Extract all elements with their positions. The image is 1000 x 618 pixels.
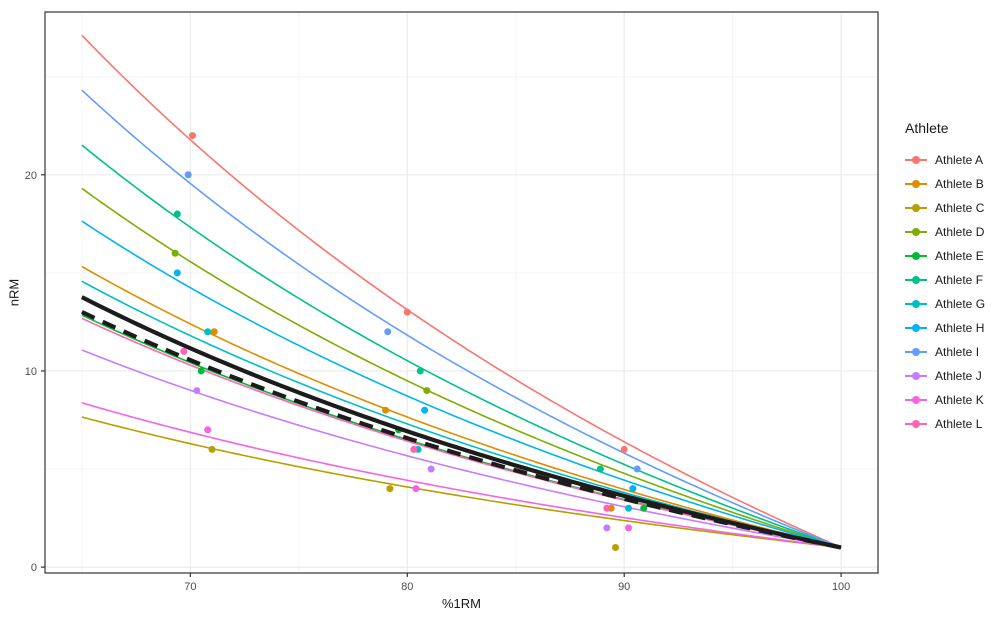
legend-entry-athlete-h: Athlete H <box>905 316 1000 340</box>
panel-background <box>45 12 878 573</box>
point-athlete-l <box>603 504 611 512</box>
legend-label: Athlete B <box>935 177 984 191</box>
legend-label: Athlete J <box>935 369 982 383</box>
legend-title: Athlete <box>905 120 949 136</box>
point-athlete-i <box>633 465 641 473</box>
point-athlete-j <box>427 465 435 473</box>
point-athlete-i <box>384 328 392 336</box>
legend-key-icon <box>905 417 927 431</box>
point-athlete-a <box>189 132 197 140</box>
curve-athlete-j <box>81 349 842 549</box>
legend-key-icon <box>905 201 927 215</box>
legend-label: Athlete A <box>935 153 984 167</box>
legend-key-icon <box>905 153 927 167</box>
point-athlete-k <box>412 485 420 493</box>
legend-key-icon <box>905 321 927 335</box>
point-athlete-e <box>197 367 205 375</box>
point-athlete-k <box>204 426 212 434</box>
legend-key-icon <box>905 249 927 263</box>
point-athlete-a <box>620 445 628 453</box>
legend-entry-athlete-k: Athlete K <box>905 388 1000 412</box>
group-mean-dashed-curve <box>80 310 842 550</box>
legend-entry-athlete-g: Athlete G <box>905 292 1000 316</box>
point-athlete-g <box>204 328 212 336</box>
point-athlete-h <box>629 485 637 493</box>
legend-entry-athlete-l: Athlete L <box>905 412 1000 436</box>
point-athlete-e <box>640 504 648 512</box>
point-athlete-l <box>180 347 188 355</box>
curve-athlete-h <box>81 220 842 549</box>
x-tick-label: 90 <box>618 581 630 593</box>
legend-key-icon <box>905 297 927 311</box>
point-athlete-h <box>421 406 429 414</box>
legend-label: Athlete G <box>935 297 986 311</box>
point-athlete-b <box>210 328 218 336</box>
legend-label: Athlete F <box>935 273 984 287</box>
legend-label: Athlete D <box>935 225 985 239</box>
legend-entry-athlete-e: Athlete E <box>905 244 1000 268</box>
legend-entry-athlete-b: Athlete B <box>905 172 1000 196</box>
legend-key-icon <box>905 345 927 359</box>
curve-athlete-k <box>81 402 842 549</box>
legend-key-icon <box>905 369 927 383</box>
curve-athlete-f <box>81 144 842 549</box>
legend-label: Athlete I <box>935 345 980 359</box>
legend-entry-athlete-f: Athlete F <box>905 268 1000 292</box>
point-athlete-c <box>208 445 216 453</box>
point-athlete-f <box>173 210 181 218</box>
legend-entry-athlete-j: Athlete J <box>905 364 1000 388</box>
legend-label: Athlete L <box>935 417 983 431</box>
curve-athlete-d <box>81 187 842 549</box>
panel-border <box>44 11 879 574</box>
point-athlete-b <box>382 406 390 414</box>
point-athlete-d <box>423 387 431 395</box>
point-athlete-c <box>386 485 394 493</box>
legend-entries: Athlete A Athlete B Athlete C Athlete D Athl… <box>905 148 1000 436</box>
curve-athlete-c <box>81 416 842 549</box>
point-athlete-g <box>625 504 633 512</box>
legend-entry-athlete-d: Athlete D <box>905 220 1000 244</box>
point-athlete-j <box>603 524 611 532</box>
point-athlete-j <box>193 387 201 395</box>
x-tick-label: 80 <box>401 581 413 593</box>
legend-key-icon <box>905 393 927 407</box>
legend-label: Athlete K <box>935 393 984 407</box>
x-tick-label: 100 <box>832 581 850 593</box>
point-athlete-f <box>596 465 604 473</box>
point-athlete-h <box>173 269 181 277</box>
legend-key-icon <box>905 177 927 191</box>
point-athlete-f <box>416 367 424 375</box>
curve-athlete-a <box>81 34 842 549</box>
x-axis-title: %1RM <box>441 596 481 611</box>
point-athlete-l <box>410 445 418 453</box>
point-athlete-c <box>612 544 620 551</box>
point-athlete-a <box>403 308 411 316</box>
legend: Athlete Athlete A Athlete B Athlete C Athle… <box>905 120 1000 436</box>
legend-label: Athlete C <box>935 201 985 215</box>
legend-entry-athlete-i: Athlete I <box>905 340 1000 364</box>
legend-key-icon <box>905 273 927 287</box>
y-tick-label: 10 <box>25 366 37 378</box>
point-athlete-i <box>184 171 192 179</box>
y-tick-label: 0 <box>31 562 37 574</box>
curve-athlete-i <box>81 89 842 549</box>
point-athlete-d <box>171 249 179 257</box>
y-axis-title: nRM <box>6 278 22 307</box>
legend-entry-athlete-c: Athlete C <box>905 196 1000 220</box>
x-tick-label: 70 <box>184 581 196 593</box>
y-tick-label: 20 <box>25 170 37 182</box>
legend-label: Athlete H <box>935 321 985 335</box>
legend-key-icon <box>905 225 927 239</box>
point-athlete-k <box>625 524 633 532</box>
legend-entry-athlete-a: Athlete A <box>905 148 1000 172</box>
legend-label: Athlete E <box>935 249 984 263</box>
